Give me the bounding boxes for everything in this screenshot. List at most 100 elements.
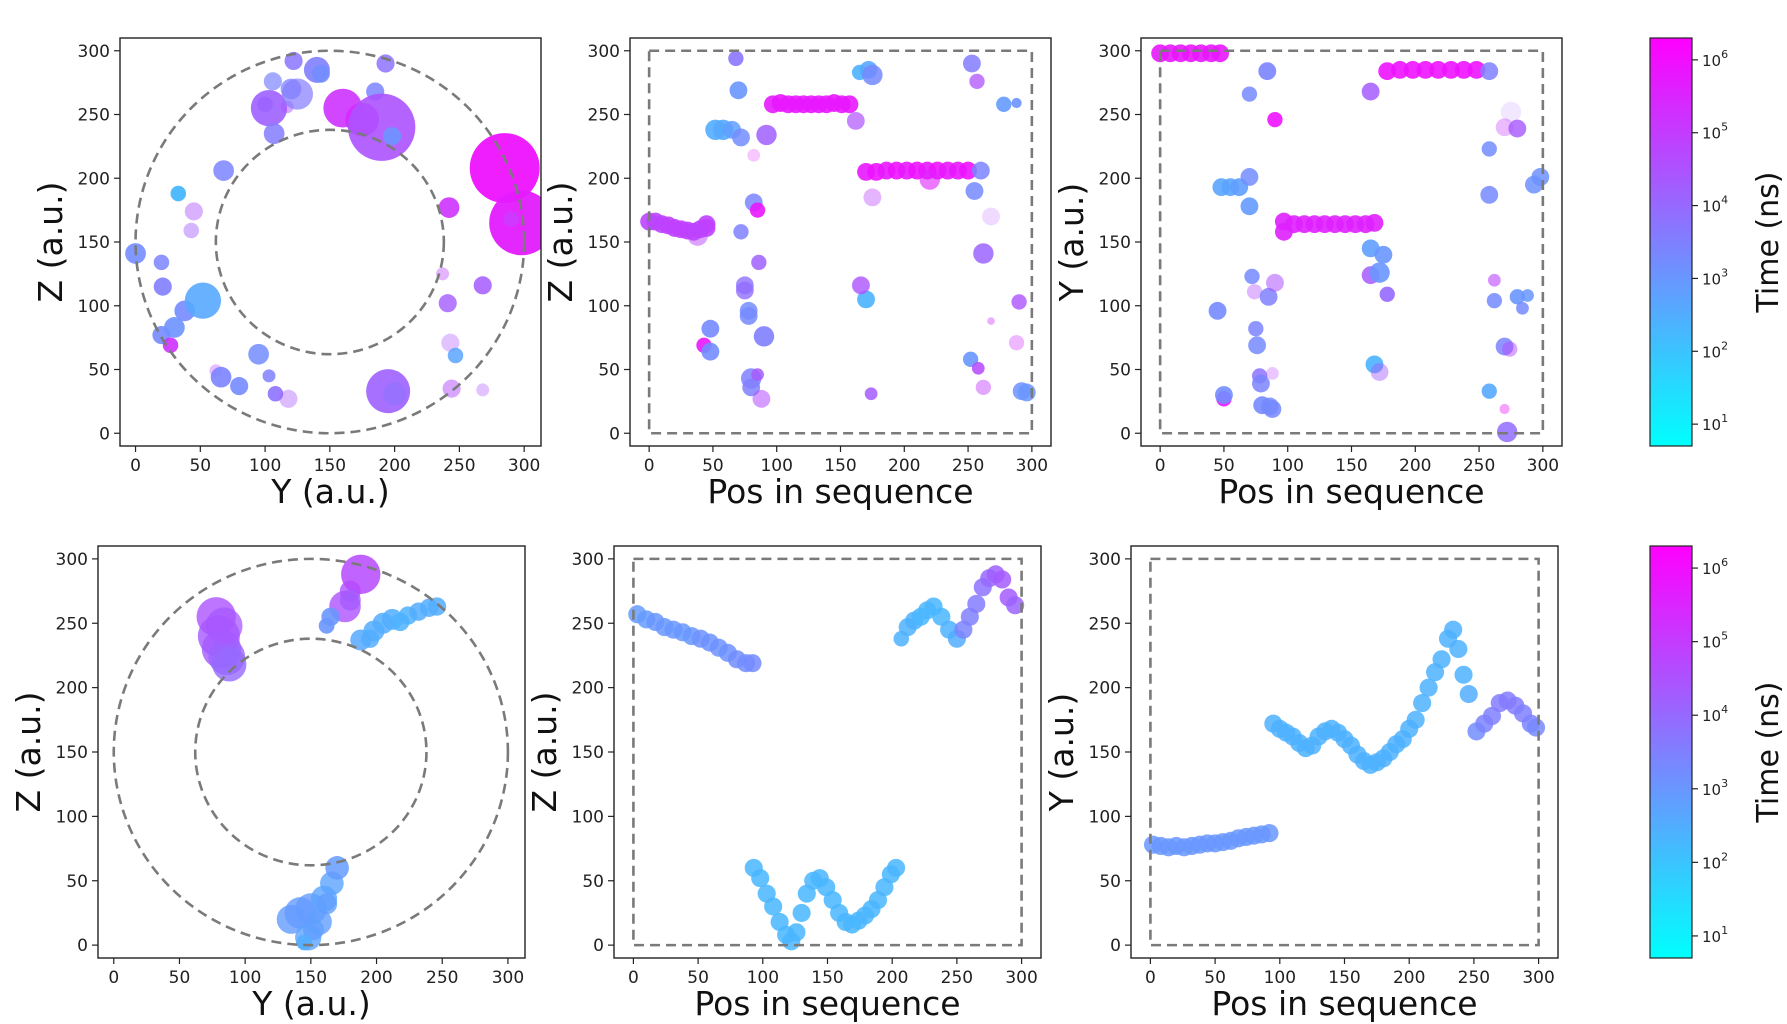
scatter-point	[316, 893, 338, 915]
y-tick-label: 50	[1099, 872, 1121, 892]
scatter-point	[959, 161, 978, 180]
x-axis-label: Pos in sequence	[1218, 472, 1484, 511]
scatter-point	[1361, 82, 1380, 101]
x-tick-label: 150	[1328, 968, 1360, 988]
scatter-point	[996, 96, 1012, 112]
scatter-point	[733, 224, 749, 240]
scatter-point	[1499, 403, 1510, 415]
scatter-point	[212, 647, 247, 682]
scatter-points	[1151, 44, 1550, 443]
scatter-point	[792, 903, 811, 922]
scatter-point	[1526, 718, 1546, 737]
scatter-point	[787, 923, 806, 942]
x-tick-label: 0	[1155, 456, 1166, 476]
scatter-point	[732, 128, 750, 147]
colorbar-tick-label: 105	[1702, 630, 1728, 652]
x-tick-label: 200	[1393, 968, 1425, 988]
scatter-point	[263, 72, 282, 91]
scatter-point	[1211, 44, 1230, 63]
x-tick-label: 200	[1399, 456, 1431, 476]
scatter-point	[1370, 363, 1389, 381]
x-tick-label: 150	[314, 456, 346, 476]
scatter-point	[213, 160, 234, 181]
scatter-point	[205, 607, 243, 645]
y-tick-label: 100	[56, 807, 88, 827]
scatter-point	[469, 133, 540, 204]
y-tick-label: 0	[1110, 936, 1121, 956]
scatter-point	[1481, 383, 1497, 399]
scatter-point	[1429, 60, 1448, 79]
x-tick-label: 200	[378, 456, 410, 476]
scatter-point	[1011, 294, 1027, 310]
scatter-point	[1454, 60, 1473, 79]
colorbar-tick-label: 102	[1702, 850, 1728, 872]
y-tick-label: 100	[588, 297, 620, 317]
y-tick-label: 50	[88, 361, 110, 381]
scatter-point	[267, 385, 284, 402]
x-tick-label: 0	[130, 456, 141, 476]
scatter-point	[183, 222, 200, 239]
x-axis-label: Pos in sequence	[694, 984, 960, 1023]
boundary-circle	[214, 128, 446, 356]
x-tick-label: 150	[824, 456, 856, 476]
scatter-point	[284, 51, 303, 71]
boundary-box	[1158, 49, 1545, 435]
y-tick-label: 200	[588, 169, 620, 189]
scatter-point	[1502, 341, 1518, 357]
scatter-point	[1516, 301, 1529, 315]
colorbar-tick-label: 105	[1702, 121, 1728, 143]
scatter-point	[969, 73, 985, 90]
scatter-point	[1500, 101, 1522, 123]
y-tick-label: 300	[1099, 42, 1131, 62]
scatter-point	[1011, 97, 1022, 109]
scatter-point	[1214, 386, 1233, 404]
y-axis-label: Z (a.u.)	[31, 182, 70, 303]
boundary-box	[1149, 557, 1540, 947]
y-axis-label: Y (a.u.)	[1042, 693, 1081, 813]
scatter-point	[1432, 650, 1451, 669]
x-tick-label: 100	[229, 968, 261, 988]
colorbar-tick-label: 104	[1702, 703, 1728, 725]
scatter-point	[1449, 639, 1468, 659]
colorbar-tick-label: 106	[1702, 556, 1728, 578]
x-tick-label: 100	[249, 456, 281, 476]
x-tick-label: 0	[628, 968, 639, 988]
scatter-points	[1143, 620, 1546, 857]
colorbar-tick-label: 104	[1702, 194, 1728, 216]
scatter-point	[1413, 694, 1432, 713]
scatter-point	[764, 897, 783, 916]
scatter-point	[347, 93, 416, 161]
x-tick-label: 300	[508, 456, 540, 476]
scatter-point	[1006, 596, 1025, 615]
y-tick-label: 50	[66, 872, 88, 892]
y-tick-label: 150	[572, 743, 604, 763]
scatter-point	[1459, 685, 1478, 704]
scatter-point	[1258, 62, 1277, 81]
scatter-point	[382, 127, 402, 146]
y-tick-label: 200	[56, 679, 88, 699]
y-axis-label: Z (a.u.)	[541, 182, 580, 303]
scatter-points	[125, 51, 541, 414]
scatter-points	[196, 554, 447, 951]
scatter-point	[857, 290, 875, 309]
y-tick-label: 150	[588, 233, 620, 253]
scatter-point	[1419, 678, 1438, 697]
y-axis-label: Y (a.u.)	[1052, 183, 1091, 303]
scatter-point	[971, 361, 985, 375]
x-tick-label: 100	[747, 968, 779, 988]
scatter-point	[281, 78, 314, 110]
y-tick-label: 250	[572, 614, 604, 634]
x-tick-label: 250	[941, 968, 973, 988]
scatter-point	[1259, 287, 1278, 306]
scatter-point	[153, 277, 172, 296]
y-tick-label: 100	[572, 807, 604, 827]
scatter-point	[753, 326, 775, 347]
scatter-point	[1391, 60, 1409, 79]
scatter-point	[210, 366, 232, 388]
y-tick-label: 100	[1099, 297, 1131, 317]
scatter-point	[751, 368, 764, 381]
x-tick-label: 50	[1204, 968, 1226, 988]
x-tick-label: 200	[360, 968, 392, 988]
panel-bottom-right: 0 50 100 150 200 250 300 0 50 100 150 200 250 300 Pos …	[1042, 545, 1559, 1023]
y-tick-label: 300	[588, 42, 620, 62]
